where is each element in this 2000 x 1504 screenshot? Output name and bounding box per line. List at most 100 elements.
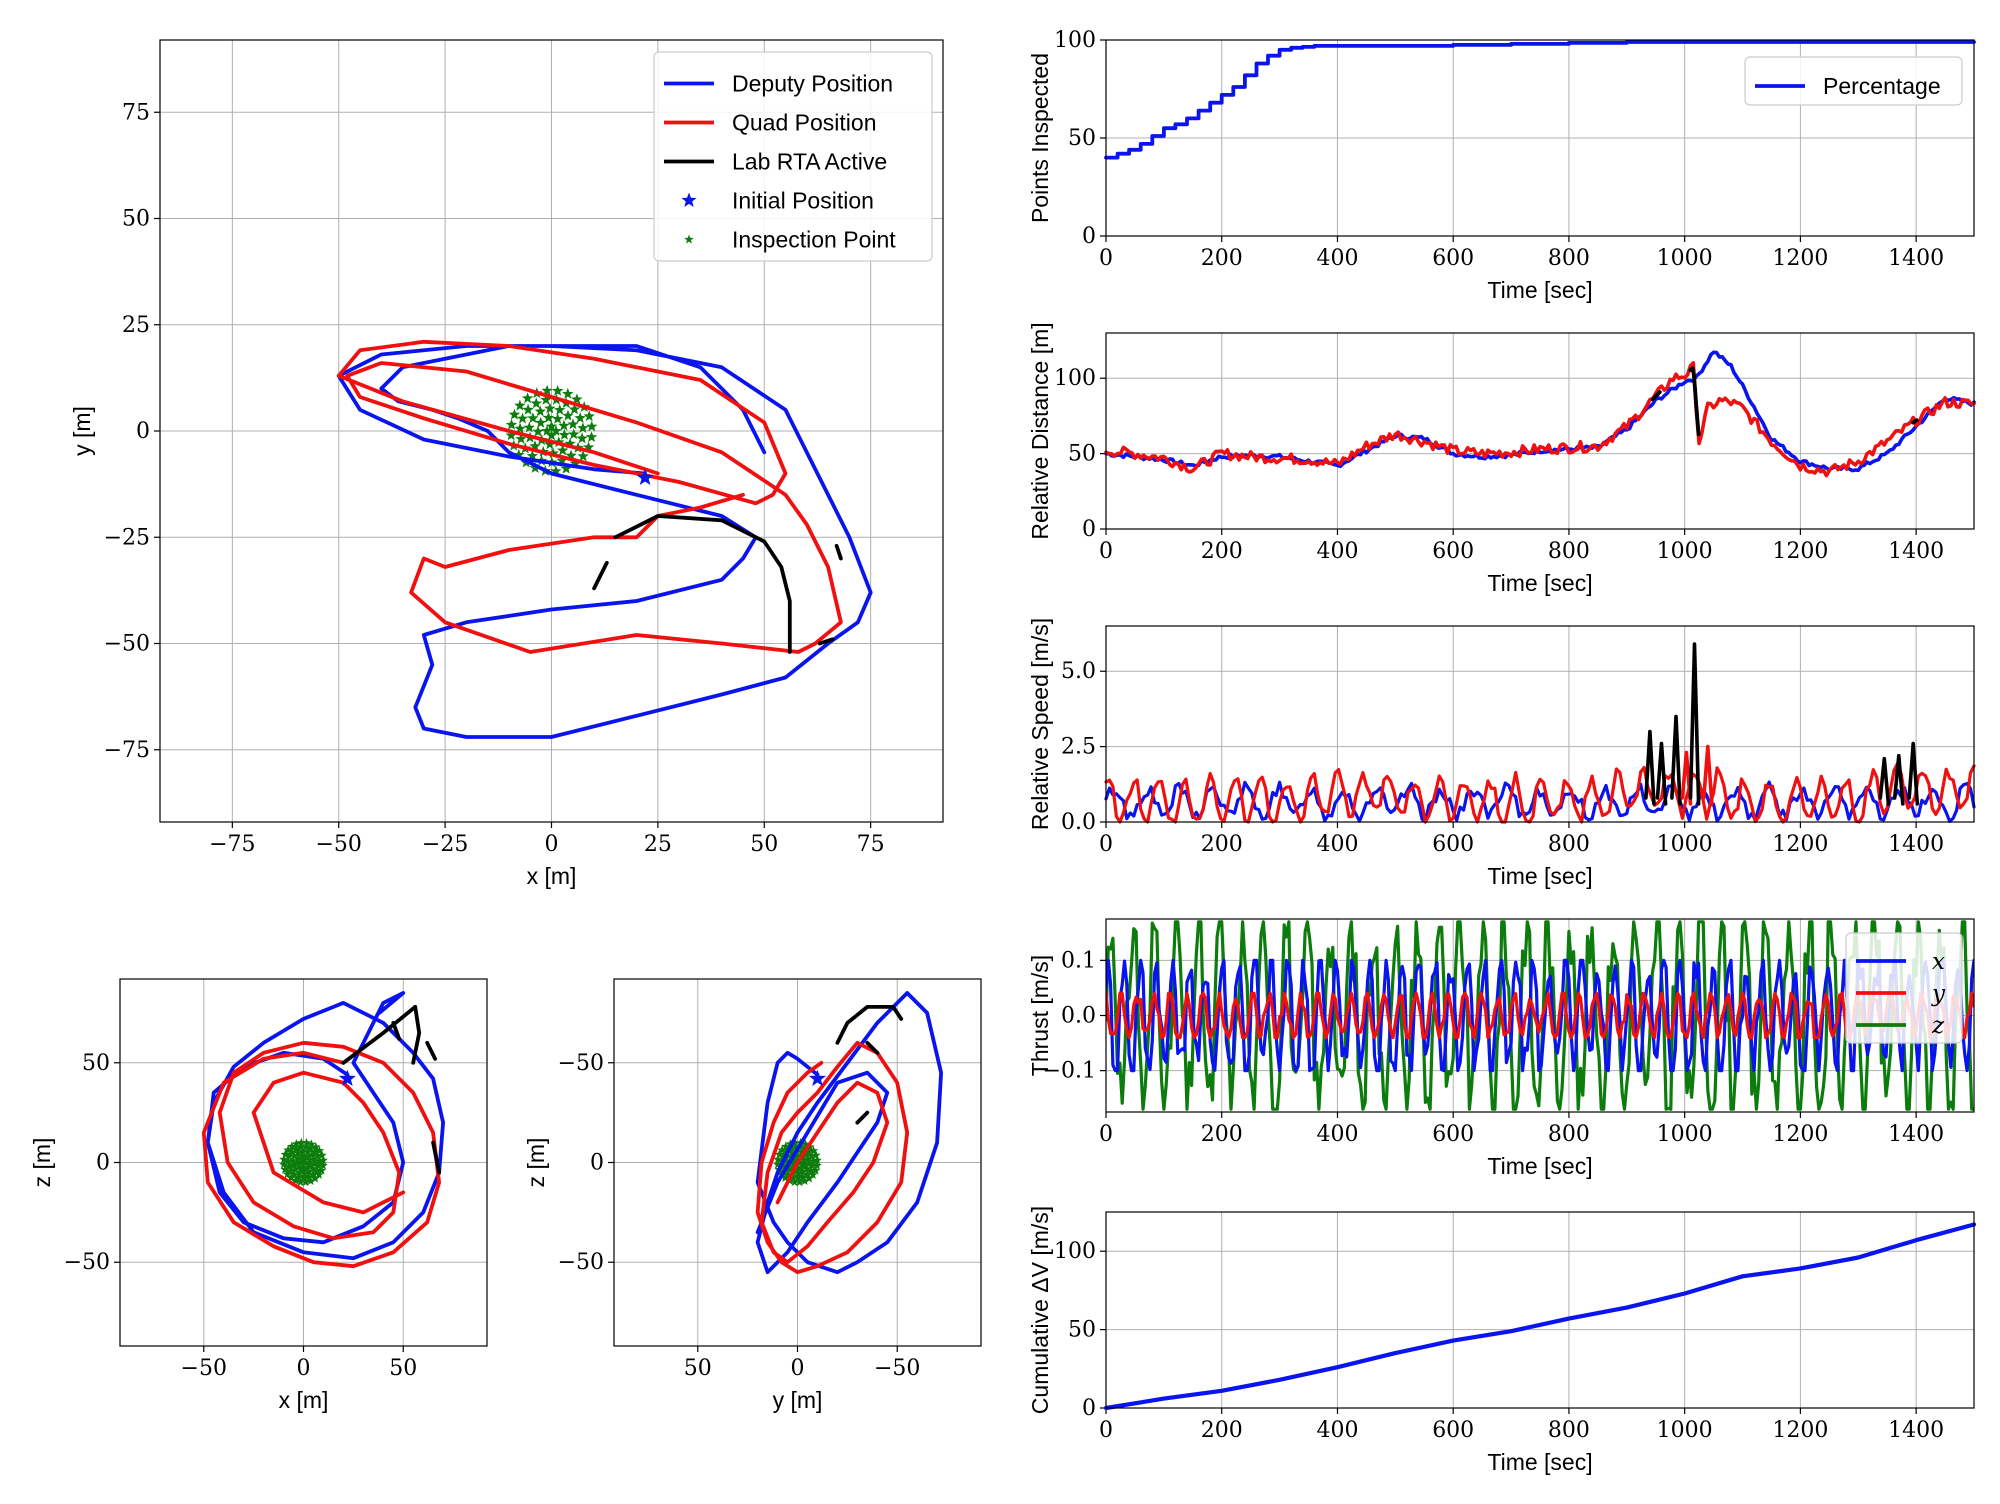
speed-spike <box>1688 642 1701 806</box>
x-tick-label: 200 <box>1201 246 1243 271</box>
inspection-point <box>317 1150 327 1160</box>
inspection-point <box>293 1172 304 1182</box>
inspection-point <box>304 1167 314 1177</box>
x-tick-label: 0 <box>1099 832 1113 857</box>
inspection-point <box>781 1155 792 1165</box>
x-tick-label: 800 <box>1548 832 1590 857</box>
inspection-point <box>773 1154 783 1164</box>
inspection-point <box>292 1157 302 1167</box>
inspection-point <box>285 1166 296 1176</box>
inspection-point <box>298 1155 309 1165</box>
plot-frame <box>119 978 488 1347</box>
inspection-point <box>297 1146 308 1156</box>
inspection-point <box>562 387 574 399</box>
cumulative-dv-panel: 0 200 400 600 800 1000 1200 1400 0 50 100 Time [sec… <box>1027 1206 1977 1475</box>
inspection-point <box>307 1163 318 1173</box>
x-tick-label: 1200 <box>1772 539 1828 564</box>
inspection-point <box>810 1165 821 1175</box>
inspection-point <box>305 1176 316 1185</box>
inspection-point <box>799 1159 809 1169</box>
inspection-point <box>552 413 564 424</box>
y-tick-label: 0.0 <box>1061 1004 1096 1029</box>
quad-trajectory <box>755 1040 910 1275</box>
y-tick-label: 75 <box>122 100 150 125</box>
inspection-point <box>565 449 577 461</box>
x-tick-label: 1400 <box>1888 539 1944 564</box>
inspection-point <box>280 1164 290 1174</box>
x-tick-label: 1000 <box>1657 539 1713 564</box>
x-tick-label: 1000 <box>1657 1418 1713 1443</box>
inspection-point <box>586 420 598 432</box>
rta-segment <box>411 1005 422 1065</box>
speed-spike <box>1644 729 1656 806</box>
inspection-point <box>552 385 564 396</box>
y-axis-label: Cumulative ΔV [m/s] <box>1027 1206 1053 1414</box>
x-tick-label: 400 <box>1316 1122 1358 1147</box>
y-thrust-line <box>1106 991 1974 1040</box>
inspection-point <box>774 1149 785 1159</box>
inspection-point <box>812 1155 822 1165</box>
x-tick-label: 50 <box>750 832 778 857</box>
inspection-point <box>558 419 570 431</box>
inspection-point <box>293 1148 303 1157</box>
x-axis-label: y [m] <box>773 1387 823 1413</box>
inspection-point <box>532 425 544 437</box>
inspection-point <box>314 1169 324 1179</box>
x-tick-label: 50 <box>684 1356 712 1381</box>
inspection-point <box>541 384 553 396</box>
inspection-point <box>576 432 588 444</box>
rta-segment <box>613 514 792 654</box>
inspection-point <box>305 1143 316 1153</box>
inspection-point <box>806 1151 817 1161</box>
yz-panel: 50 0 −50 −50 0 −50 y [m] z [m] <box>523 978 982 1413</box>
deputy-speed-line <box>1104 780 1976 824</box>
x-tick-label: 0 <box>1099 246 1113 271</box>
y-tick-label: 0 <box>136 419 150 444</box>
inspection-point <box>811 1150 821 1160</box>
x-tick-label: 0 <box>1099 1122 1113 1147</box>
y-tick-label: 5.0 <box>1061 659 1096 684</box>
inspection-point <box>571 393 583 405</box>
legend-label: y <box>1931 981 1946 1007</box>
x-tick-label: 0 <box>1099 539 1113 564</box>
inspection-point <box>557 444 569 456</box>
x-axis-label: x [m] <box>279 1387 329 1413</box>
inspection-point <box>808 1145 819 1155</box>
quad-trajectory <box>201 1040 442 1269</box>
inspection-point <box>505 429 517 441</box>
inspection-point <box>306 1150 317 1160</box>
inspection-point <box>545 429 558 441</box>
inspection-point <box>777 1145 787 1155</box>
plot-frame <box>1105 918 1975 1113</box>
inspection-point <box>521 392 534 404</box>
plot-frame <box>1105 39 1975 237</box>
x-tick-label: 600 <box>1432 1418 1474 1443</box>
inspection-point <box>289 1169 299 1179</box>
delta-v-line <box>1103 1222 1977 1411</box>
initial-position-marker <box>636 468 654 485</box>
x-tick-label: 200 <box>1201 1418 1243 1443</box>
x-axis-label: x [m] <box>527 863 577 889</box>
x-tick-label: 0 <box>1099 1418 1113 1443</box>
y-tick-label: 2.5 <box>1061 735 1096 760</box>
x-tick-label: 1000 <box>1657 832 1713 857</box>
inspection-point <box>550 425 562 436</box>
inspection-point <box>558 429 571 440</box>
inspection-point <box>792 1172 803 1182</box>
x-tick-label: 1400 <box>1888 1418 1944 1443</box>
inspection-point <box>564 437 576 449</box>
y-tick-label: 50 <box>82 1051 110 1076</box>
y-axis-label: Relative Speed [m/s] <box>1027 618 1053 830</box>
inspection-point <box>290 1175 301 1185</box>
inspection-point <box>803 1159 814 1169</box>
inspection-point <box>513 448 525 460</box>
inspection-point <box>310 1173 320 1183</box>
rta-segment <box>391 1021 402 1041</box>
plot-frame <box>1105 625 1975 823</box>
inspection-point <box>516 412 529 424</box>
x-tick-label: 1400 <box>1888 246 1944 271</box>
inspection-point <box>529 440 541 452</box>
speed-spike <box>1702 744 1714 806</box>
speed-spike <box>1655 741 1668 806</box>
